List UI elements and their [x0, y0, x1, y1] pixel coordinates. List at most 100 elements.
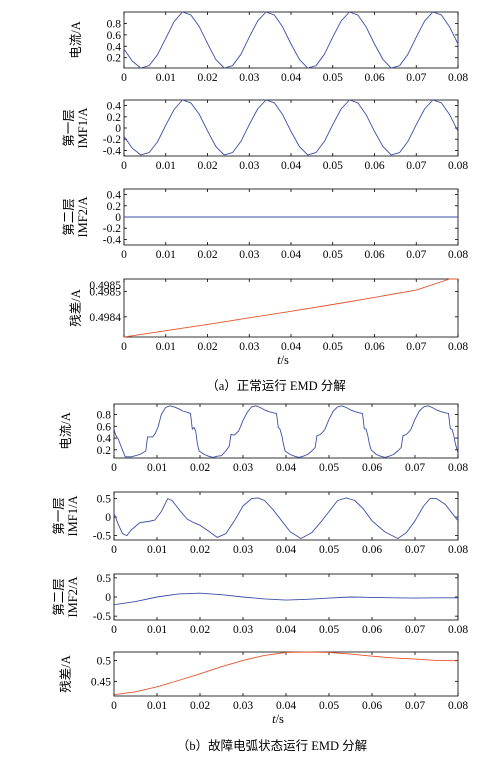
- y-tick-label: 0.8: [107, 18, 122, 30]
- y-axis-label: IMF1/A: [76, 108, 90, 149]
- x-tick-label: 0.03: [233, 700, 253, 712]
- x-tick-label: 0.06: [364, 341, 384, 353]
- x-tick-label: 0.06: [362, 624, 382, 636]
- subplot-a-1: 0 0.01 0.02 0.03 0.04 0.05 0.06 0.07 0.080.20.40…: [69, 11, 468, 84]
- x-tick-label: 0.07: [406, 160, 426, 172]
- y-axis-label: 电流/A: [69, 21, 83, 59]
- x-tick-label: 0.07: [406, 341, 426, 353]
- subplot-a-4: 0 0.01 0.02 0.03 0.04 0.05 0.06 0.07 0.08 0.4984 0…: [69, 278, 468, 367]
- x-tick-label: 0.04: [281, 249, 301, 261]
- x-tick-label: 0.02: [190, 624, 210, 636]
- x-tick-label: 0.06: [362, 700, 382, 712]
- x-tick-label: 0.05: [319, 700, 339, 712]
- y-tick-label: 0.5: [97, 573, 112, 585]
- x-tick-label: 0.05: [323, 160, 343, 172]
- x-tick-label: 0.03: [233, 624, 253, 636]
- x-tick-label: 0.02: [190, 544, 210, 556]
- x-tick-label: 0.07: [405, 700, 425, 712]
- y-axis-label: 第一层: [62, 109, 76, 147]
- x-tick-label: 0: [111, 544, 117, 556]
- plot-frame: [113, 573, 459, 621]
- y-tick-label: -0.5: [93, 531, 111, 543]
- x-tick-label: 0: [111, 624, 117, 636]
- x-tick-label: 0: [111, 700, 117, 712]
- x-tick-label: 0: [121, 249, 127, 261]
- y-tick-label: 0.2: [107, 201, 122, 213]
- x-tick-label: 0.07: [405, 462, 425, 474]
- x-tick-label: 0.03: [239, 249, 259, 261]
- plot-frame: [123, 99, 459, 157]
- x-tick-label: 0.04: [276, 624, 296, 636]
- y-tick-label: 0.4: [107, 41, 122, 53]
- x-tick-label: 0.02: [197, 341, 217, 353]
- subplot-a-3: 0 0.01 0.02 0.03 0.04 0.05 0.06 0.07 0.08 -0.4-0.…: [62, 188, 468, 261]
- x-tick-label: 0.01: [147, 700, 167, 712]
- x-tick-label: 0.05: [323, 341, 343, 353]
- subplot-b-2: 0 0.01 0.02 0.03 0.04 0.05 0.06 0.07 0.08-0.500.…: [52, 491, 468, 556]
- x-tick-label: 0: [121, 341, 127, 353]
- y-tick-label: -0.5: [93, 611, 111, 623]
- x-tick-label: 0.04: [281, 72, 301, 84]
- x-tick-label: 0.05: [319, 462, 339, 474]
- series-line: [123, 278, 458, 338]
- x-tick-label: 0.01: [147, 462, 167, 474]
- x-axis-label: t/s: [272, 712, 284, 726]
- x-tick-label: 0.05: [319, 544, 339, 556]
- x-tick-label: 0.06: [364, 160, 384, 172]
- y-axis-label: IMF1/A: [66, 496, 80, 537]
- y-tick-label: -0.4: [103, 145, 121, 157]
- series-line: [113, 405, 459, 458]
- x-tick-label: 0.02: [190, 462, 210, 474]
- x-tick-label: 0.04: [276, 544, 296, 556]
- x-tick-label: 0.03: [239, 72, 259, 84]
- x-tick-label: 0.01: [156, 72, 176, 84]
- plot-frame: [113, 403, 459, 459]
- x-tick-label: 0.03: [233, 544, 253, 556]
- y-tick-label: 0.4985: [89, 280, 121, 292]
- y-tick-label: -0.2: [103, 134, 121, 146]
- subplot-stack: 0 0.01 0.02 0.03 0.04 0.05 0.06 0.07 0.080.20.40…: [52, 11, 468, 726]
- x-tick-label: 0.01: [156, 160, 176, 172]
- y-tick-label: 0.5: [97, 655, 112, 667]
- x-tick-label: 0.03: [239, 160, 259, 172]
- x-tick-label: 0.02: [197, 72, 217, 84]
- y-tick-label: 0.6: [97, 421, 112, 433]
- series-line: [113, 592, 458, 606]
- y-tick-label: -0.4: [103, 234, 121, 246]
- y-axis-label: 第一层: [52, 497, 66, 535]
- x-tick-label: 0.07: [405, 624, 425, 636]
- y-tick-label: 0.8: [97, 410, 112, 422]
- plot-frame: [123, 278, 459, 338]
- y-axis-label: IMF2/A: [76, 197, 90, 238]
- x-tick-label: 0.08: [448, 341, 468, 353]
- x-tick-label: 0.03: [239, 341, 259, 353]
- caption-a: （a）正常运行 EMD 分解: [206, 379, 346, 393]
- x-tick-label: 0.04: [276, 462, 296, 474]
- y-tick-label: 0.4: [107, 101, 122, 113]
- x-tick-label: 0.06: [364, 72, 384, 84]
- x-tick-label: 0.08: [448, 462, 468, 474]
- y-axis-label: 第二层: [62, 198, 76, 236]
- x-tick-label: 0.06: [364, 249, 384, 261]
- y-tick-label: 0.4984: [89, 312, 121, 324]
- x-tick-label: 0.04: [281, 341, 301, 353]
- x-tick-label: 0: [121, 72, 127, 84]
- x-tick-label: 0.06: [362, 462, 382, 474]
- x-tick-label: 0.08: [448, 544, 468, 556]
- x-tick-label: 0.08: [448, 249, 468, 261]
- x-tick-label: 0.08: [448, 624, 468, 636]
- x-tick-label: 0.07: [406, 249, 426, 261]
- subplot-b-4: 0 0.01 0.02 0.03 0.04 0.05 0.06 0.07 0.08 0.45 0.5…: [59, 651, 468, 726]
- y-tick-label: 0: [115, 123, 121, 135]
- x-tick-label: 0.05: [323, 72, 343, 84]
- y-tick-label: 0.45: [91, 676, 111, 688]
- x-tick-label: 0.01: [156, 249, 176, 261]
- series-line: [123, 11, 459, 69]
- y-tick-label: 0.2: [107, 112, 122, 124]
- x-tick-label: 0.02: [190, 700, 210, 712]
- subplot-b-1: 0 0.01 0.02 0.03 0.04 0.05 0.06 0.07 0.080.20.40…: [59, 403, 468, 474]
- x-tick-label: 0.07: [406, 72, 426, 84]
- x-axis-label: t/s: [277, 353, 289, 367]
- x-tick-label: 0.05: [323, 249, 343, 261]
- y-tick-label: 0.2: [97, 445, 112, 457]
